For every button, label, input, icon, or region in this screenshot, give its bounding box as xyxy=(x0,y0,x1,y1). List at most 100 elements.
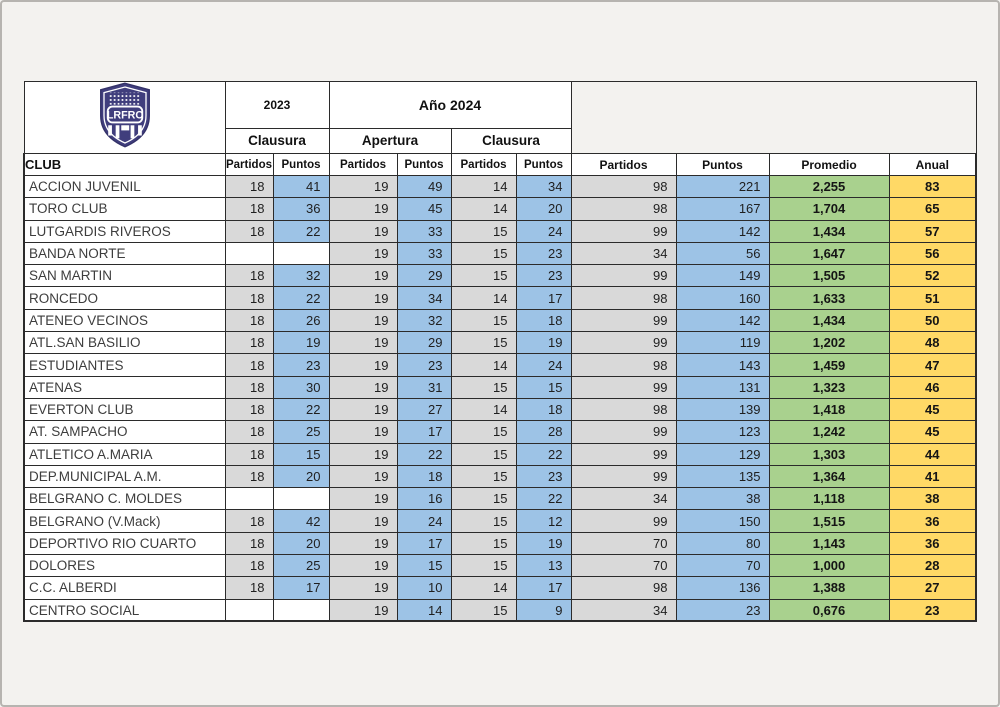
promedio-cell: 1,303 xyxy=(768,442,890,466)
club-name-cell: ATLETICO A.MARIA xyxy=(23,442,226,466)
puntos-2023-cell: 22 xyxy=(272,397,330,422)
club-name-cell: ATENAS xyxy=(23,375,226,399)
table-row: ESTUDIANTES 18 23 19 23 14 24 98 143 1,4… xyxy=(23,353,978,377)
partidos-2023-cell: 18 xyxy=(224,531,274,556)
club-name-cell: CENTRO SOCIAL xyxy=(23,598,226,623)
anual-cell: 65 xyxy=(888,197,978,221)
partidos-clausura-cell: 14 xyxy=(450,197,517,221)
table-row: BELGRANO C. MOLDES 19 16 15 22 34 38 1,1… xyxy=(23,487,978,511)
puntos-2023-cell: 22 xyxy=(272,286,330,310)
league-logo-cell: LRFRC xyxy=(23,81,226,154)
anual-cell: 47 xyxy=(888,353,978,377)
promedio-cell: 1,515 xyxy=(768,509,890,533)
table-row: ATENAS 18 30 19 31 15 15 99 131 1,323 46 xyxy=(23,375,978,399)
header-anual: Anual xyxy=(888,153,978,176)
total-puntos-cell: 80 xyxy=(675,531,770,556)
puntos-clausura-cell: 18 xyxy=(515,308,572,333)
anual-cell: 83 xyxy=(888,174,978,199)
puntos-apertura-cell: 45 xyxy=(396,197,452,221)
table-row: TORO CLUB 18 36 19 45 14 20 98 167 1,704… xyxy=(23,197,978,221)
puntos-2023-cell: 26 xyxy=(272,308,330,333)
puntos-2023-cell: 17 xyxy=(272,576,330,600)
partidos-2023-cell: 18 xyxy=(224,331,274,355)
puntos-apertura-cell: 49 xyxy=(396,174,452,199)
partidos-apertura-cell: 19 xyxy=(328,487,398,511)
puntos-apertura-cell: 27 xyxy=(396,397,452,422)
header-clausura-2024: Clausura xyxy=(450,127,572,155)
anual-cell: 50 xyxy=(888,308,978,333)
total-partidos-cell: 98 xyxy=(570,576,677,600)
club-name-cell: SAN MARTIN xyxy=(23,264,226,288)
anual-cell: 27 xyxy=(888,576,978,600)
puntos-clausura-cell: 28 xyxy=(515,420,572,444)
partidos-clausura-cell: 15 xyxy=(450,464,517,489)
table-row: ATLETICO A.MARIA 18 15 19 22 15 22 99 12… xyxy=(23,442,978,466)
club-name-cell: BELGRANO (V.Mack) xyxy=(23,509,226,533)
total-partidos-cell: 98 xyxy=(570,353,677,377)
total-puntos-cell: 135 xyxy=(675,464,770,489)
puntos-clausura-cell: 18 xyxy=(515,397,572,422)
club-name-cell: ACCION JUVENIL xyxy=(23,174,226,199)
partidos-2023-cell: 18 xyxy=(224,509,274,533)
promedio-cell: 2,255 xyxy=(768,174,890,199)
total-puntos-cell: 139 xyxy=(675,397,770,422)
promedio-cell: 1,418 xyxy=(768,397,890,422)
total-puntos-cell: 56 xyxy=(675,241,770,266)
total-partidos-cell: 99 xyxy=(570,375,677,399)
partidos-clausura-cell: 15 xyxy=(450,219,517,243)
puntos-clausura-cell: 34 xyxy=(515,174,572,199)
puntos-clausura-cell: 20 xyxy=(515,197,572,221)
puntos-2023-cell: 15 xyxy=(272,442,330,466)
total-partidos-cell: 70 xyxy=(570,554,677,578)
partidos-clausura-cell: 15 xyxy=(450,487,517,511)
partidos-2023-cell: 18 xyxy=(224,554,274,578)
partidos-clausura-cell: 15 xyxy=(450,241,517,266)
total-puntos-cell: 70 xyxy=(675,554,770,578)
total-partidos-cell: 99 xyxy=(570,442,677,466)
promedio-cell: 1,388 xyxy=(768,576,890,600)
puntos-apertura-cell: 18 xyxy=(396,464,452,489)
partidos-clausura-cell: 15 xyxy=(450,331,517,355)
table-row: DEPORTIVO RIO CUARTO 18 20 19 17 15 19 7… xyxy=(23,531,978,556)
promedio-cell: 1,459 xyxy=(768,353,890,377)
partidos-2023-cell: 18 xyxy=(224,353,274,377)
total-puntos-cell: 131 xyxy=(675,375,770,399)
partidos-clausura-cell: 14 xyxy=(450,397,517,422)
partidos-apertura-cell: 19 xyxy=(328,331,398,355)
table-row: ACCION JUVENIL 18 41 19 49 14 34 98 221 … xyxy=(23,174,978,199)
puntos-apertura-cell: 10 xyxy=(396,576,452,600)
anual-cell: 46 xyxy=(888,375,978,399)
partidos-clausura-cell: 15 xyxy=(450,442,517,466)
partidos-clausura-cell: 15 xyxy=(450,531,517,556)
partidos-clausura-cell: 15 xyxy=(450,375,517,399)
puntos-clausura-cell: 24 xyxy=(515,219,572,243)
total-partidos-cell: 99 xyxy=(570,331,677,355)
partidos-clausura-cell: 15 xyxy=(450,598,517,623)
total-puntos-cell: 123 xyxy=(675,420,770,444)
puntos-2023-cell xyxy=(272,598,330,623)
header-promedio: Promedio xyxy=(768,153,890,176)
partidos-apertura-cell: 19 xyxy=(328,197,398,221)
table-row: DEP.MUNICIPAL A.M. 18 20 19 18 15 23 99 … xyxy=(23,464,978,489)
puntos-2023-cell: 41 xyxy=(272,174,330,199)
partidos-apertura-cell: 19 xyxy=(328,442,398,466)
table-row: CENTRO SOCIAL 19 14 15 9 34 23 0,676 23 xyxy=(23,598,978,623)
standings-table: LRFRC 2023 Año 2024 Clausura Apertura Cl… xyxy=(23,81,978,623)
puntos-2023-cell: 42 xyxy=(272,509,330,533)
partidos-apertura-cell: 19 xyxy=(328,397,398,422)
table-row: ATENEO VECINOS 18 26 19 32 15 18 99 142 … xyxy=(23,308,978,333)
puntos-clausura-cell: 19 xyxy=(515,531,572,556)
total-puntos-cell: 221 xyxy=(675,174,770,199)
header-puntos-clausura: Puntos xyxy=(515,153,572,176)
table-row: C.C. ALBERDI 18 17 19 10 14 17 98 136 1,… xyxy=(23,576,978,600)
total-puntos-cell: 136 xyxy=(675,576,770,600)
total-partidos-cell: 34 xyxy=(570,487,677,511)
anual-cell: 23 xyxy=(888,598,978,623)
partidos-2023-cell xyxy=(224,598,274,623)
promedio-cell: 1,434 xyxy=(768,308,890,333)
table-row: BELGRANO (V.Mack) 18 42 19 24 15 12 99 1… xyxy=(23,509,978,533)
partidos-apertura-cell: 19 xyxy=(328,308,398,333)
partidos-2023-cell: 18 xyxy=(224,219,274,243)
total-partidos-cell: 99 xyxy=(570,509,677,533)
puntos-2023-cell: 23 xyxy=(272,353,330,377)
